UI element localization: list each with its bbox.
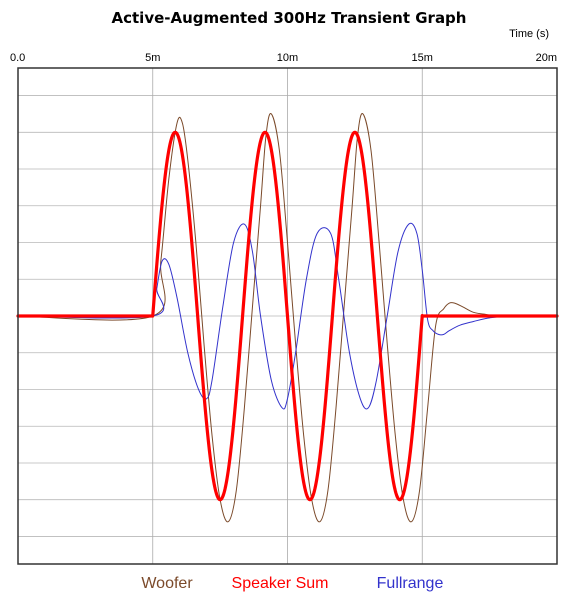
chart-title: Active-Augmented 300Hz Transient Graph <box>112 9 467 27</box>
series-line-fullrange <box>17 222 558 410</box>
x-tick-labels: 0.0 5m 10m 15m 20m <box>10 52 557 64</box>
series-line-speaker-sum <box>16 130 559 502</box>
x-tick-label: 20m <box>536 52 557 64</box>
plot-frame <box>17 67 558 565</box>
x-axis-label: Time (s) <box>509 28 549 40</box>
legend-entry: Fullrange <box>377 575 444 592</box>
x-tick-label: 10m <box>277 52 298 64</box>
x-tick-label: 5m <box>145 52 160 64</box>
x-tick-label: 0.0 <box>10 52 25 64</box>
legend: Woofer Speaker Sum Fullrange <box>141 575 443 592</box>
series-group <box>16 113 559 523</box>
legend-entry: Woofer <box>141 575 193 592</box>
x-tick-label: 15m <box>412 52 433 64</box>
legend-entry: Speaker Sum <box>232 575 329 592</box>
